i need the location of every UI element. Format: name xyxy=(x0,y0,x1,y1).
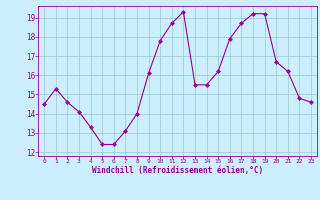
X-axis label: Windchill (Refroidissement éolien,°C): Windchill (Refroidissement éolien,°C) xyxy=(92,166,263,175)
